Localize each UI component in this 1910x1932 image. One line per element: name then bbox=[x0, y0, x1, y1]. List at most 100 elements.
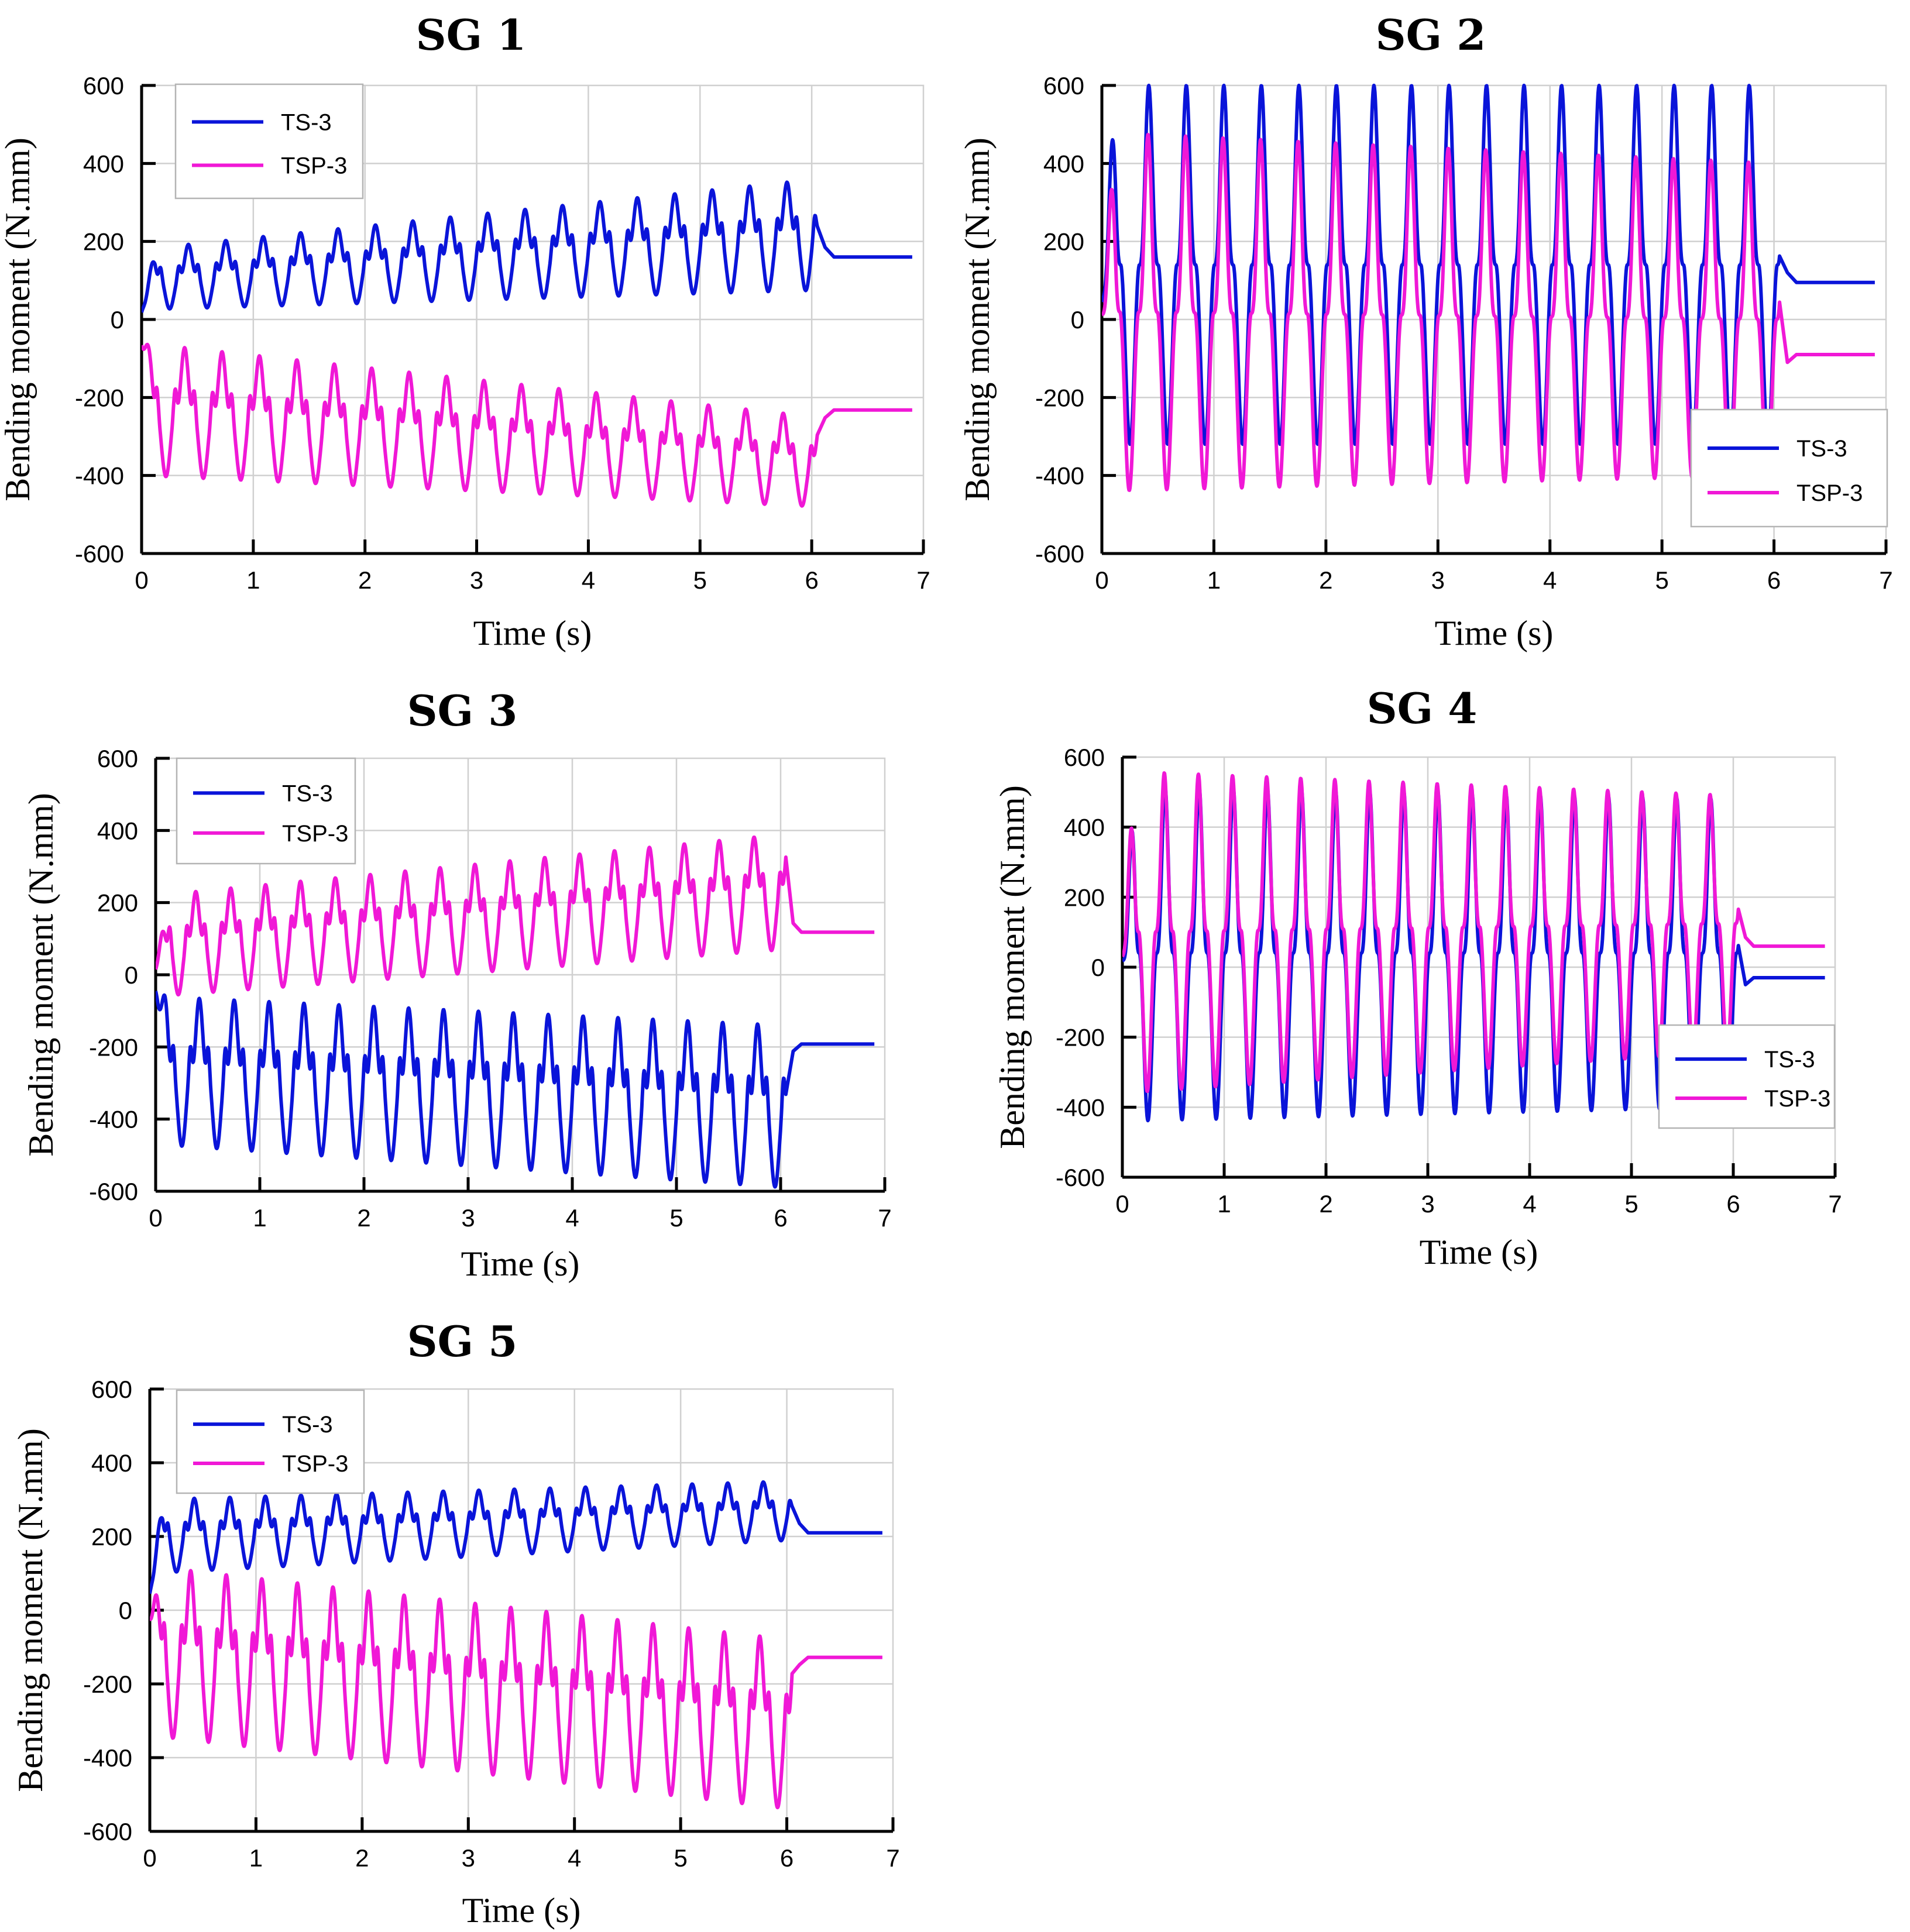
x-tick-label: 3 bbox=[1421, 1190, 1434, 1218]
x-tick-label: 7 bbox=[1879, 566, 1892, 594]
x-tick-label: 1 bbox=[253, 1204, 266, 1232]
y-tick-label: 400 bbox=[97, 817, 138, 844]
y-tick-label: -600 bbox=[75, 540, 124, 568]
legend-label-tsp-3: TSP-3 bbox=[282, 821, 348, 847]
x-tick-label: 3 bbox=[1431, 566, 1445, 594]
x-tick-label: 1 bbox=[246, 566, 260, 594]
series-line-tsp-3 bbox=[1122, 771, 1825, 1094]
y-tick-label: -200 bbox=[1035, 384, 1084, 411]
legend-box bbox=[174, 83, 364, 200]
x-tick-label: 0 bbox=[1115, 1190, 1129, 1218]
series-line-tsp-3 bbox=[156, 836, 875, 997]
series-line-tsp-3 bbox=[142, 342, 912, 508]
y-axis-label: Bending moment (N.mm) bbox=[11, 1428, 50, 1792]
x-axis-label: Time (s) bbox=[1420, 1233, 1538, 1271]
x-tick-label: 5 bbox=[1624, 1190, 1638, 1218]
y-tick-label: 200 bbox=[97, 889, 138, 917]
x-tick-label: 2 bbox=[1319, 566, 1332, 594]
legend-box bbox=[1690, 408, 1888, 528]
y-tick-label: 400 bbox=[83, 150, 124, 177]
x-tick-label: 5 bbox=[674, 1844, 687, 1872]
x-tick-label: 1 bbox=[1217, 1190, 1231, 1218]
x-tick-label: 4 bbox=[1523, 1190, 1536, 1218]
x-tick-label: 1 bbox=[1207, 566, 1221, 594]
y-axis-label: Bending moment (N.mm) bbox=[993, 785, 1032, 1149]
x-tick-label: 0 bbox=[1095, 566, 1108, 594]
chart-title: SG 2 bbox=[1376, 10, 1486, 60]
chart-panel-4: SG 4 0 1 2 3 4 5 6 7 600 400 200 0 -200 -400 -600 Time (… bbox=[993, 683, 1842, 1271]
x-tick-label: 7 bbox=[1828, 1190, 1842, 1218]
x-tick-label: 1 bbox=[249, 1844, 263, 1872]
x-axis-label: Time (s) bbox=[1435, 614, 1554, 652]
x-tick-label: 6 bbox=[774, 1204, 787, 1232]
series-line-tsp-3 bbox=[1102, 133, 1875, 492]
x-tick-label: 2 bbox=[355, 1844, 369, 1872]
y-tick-label: 600 bbox=[97, 745, 138, 772]
y-tick-label: 600 bbox=[1064, 744, 1105, 771]
y-tick-label: -600 bbox=[83, 1818, 132, 1845]
x-tick-label: 4 bbox=[568, 1844, 581, 1872]
y-axis-label: Bending moment (N.mm) bbox=[22, 793, 60, 1157]
series-line-ts-3 bbox=[150, 1480, 882, 1594]
y-tick-label: 200 bbox=[1064, 884, 1105, 911]
y-tick-label: 600 bbox=[1043, 72, 1084, 99]
legend-label-ts-3: TS-3 bbox=[281, 109, 332, 135]
y-axis-label: Bending moment (N.mm) bbox=[0, 137, 37, 501]
series-line-ts-3 bbox=[156, 991, 875, 1189]
legend-label-tsp-3: TSP-3 bbox=[281, 153, 347, 178]
chart-title: SG 5 bbox=[407, 1316, 518, 1366]
y-tick-label: -200 bbox=[89, 1033, 138, 1061]
y-tick-label: 200 bbox=[1043, 228, 1084, 256]
x-tick-label: 3 bbox=[461, 1204, 475, 1232]
legend-label-ts-3: TS-3 bbox=[1764, 1047, 1815, 1072]
x-tick-label: 6 bbox=[805, 566, 818, 594]
y-tick-label: -600 bbox=[89, 1178, 138, 1205]
x-tick-label: 5 bbox=[669, 1204, 683, 1232]
x-tick-label: 2 bbox=[358, 566, 372, 594]
legend: TS-3 TSP-3 bbox=[1690, 408, 1888, 528]
y-tick-label: 600 bbox=[91, 1376, 132, 1403]
x-tick-label: 6 bbox=[1726, 1190, 1740, 1218]
x-tick-label: 4 bbox=[565, 1204, 579, 1232]
y-tick-label: 0 bbox=[125, 961, 138, 989]
y-tick-label: -600 bbox=[1056, 1164, 1105, 1191]
chart-title: SG 3 bbox=[407, 686, 518, 735]
y-tick-label: 0 bbox=[1071, 306, 1084, 334]
x-tick-label: 4 bbox=[1543, 566, 1557, 594]
x-tick-label: 3 bbox=[462, 1844, 475, 1872]
y-tick-label: 200 bbox=[91, 1523, 132, 1551]
y-tick-label: -200 bbox=[83, 1670, 132, 1698]
x-tick-label: 0 bbox=[135, 566, 148, 594]
legend-label-ts-3: TS-3 bbox=[282, 781, 333, 806]
chart-panel-3: SG 3 0 1 2 3 4 5 6 7 600 400 200 0 -200 -400 -600 Time (… bbox=[22, 686, 892, 1283]
y-tick-label: -400 bbox=[1056, 1094, 1105, 1121]
x-tick-label: 6 bbox=[1767, 566, 1781, 594]
chart-panel-1: SG 1 0 1 2 3 4 5 6 7 600 400 200 0 -200 -400 -600 Time (… bbox=[0, 10, 930, 652]
legend-label-ts-3: TS-3 bbox=[1796, 436, 1847, 462]
legend-label-ts-3: TS-3 bbox=[282, 1412, 333, 1438]
legend-label-tsp-3: TSP-3 bbox=[1764, 1086, 1830, 1112]
x-tick-label: 7 bbox=[916, 566, 930, 594]
x-tick-label: 4 bbox=[582, 566, 595, 594]
legend-label-tsp-3: TSP-3 bbox=[1796, 480, 1863, 506]
chart-title: SG 4 bbox=[1367, 683, 1478, 733]
legend: TS-3 TSP-3 bbox=[176, 757, 356, 865]
x-tick-label: 0 bbox=[149, 1204, 162, 1232]
y-tick-label: 0 bbox=[1091, 954, 1105, 981]
legend-box bbox=[176, 757, 356, 865]
x-tick-label: 2 bbox=[1319, 1190, 1332, 1218]
series-line-tsp-3 bbox=[150, 1569, 882, 1810]
y-axis-label: Bending moment (N.mm) bbox=[958, 137, 997, 501]
y-tick-label: 0 bbox=[111, 306, 124, 334]
legend-box bbox=[176, 1389, 365, 1494]
y-tick-label: -400 bbox=[83, 1744, 132, 1772]
y-tick-label: -400 bbox=[1035, 462, 1084, 490]
series-line-ts-3 bbox=[142, 180, 912, 313]
y-tick-label: 400 bbox=[1043, 150, 1084, 177]
legend-box bbox=[1658, 1024, 1836, 1129]
chart-panel-5: SG 5 0 1 2 3 4 5 6 7 600 400 200 0 -200 -400 -600 Time (… bbox=[11, 1316, 900, 1930]
y-tick-label: -200 bbox=[75, 384, 124, 411]
x-tick-label: 5 bbox=[693, 566, 707, 594]
x-tick-label: 6 bbox=[780, 1844, 793, 1872]
